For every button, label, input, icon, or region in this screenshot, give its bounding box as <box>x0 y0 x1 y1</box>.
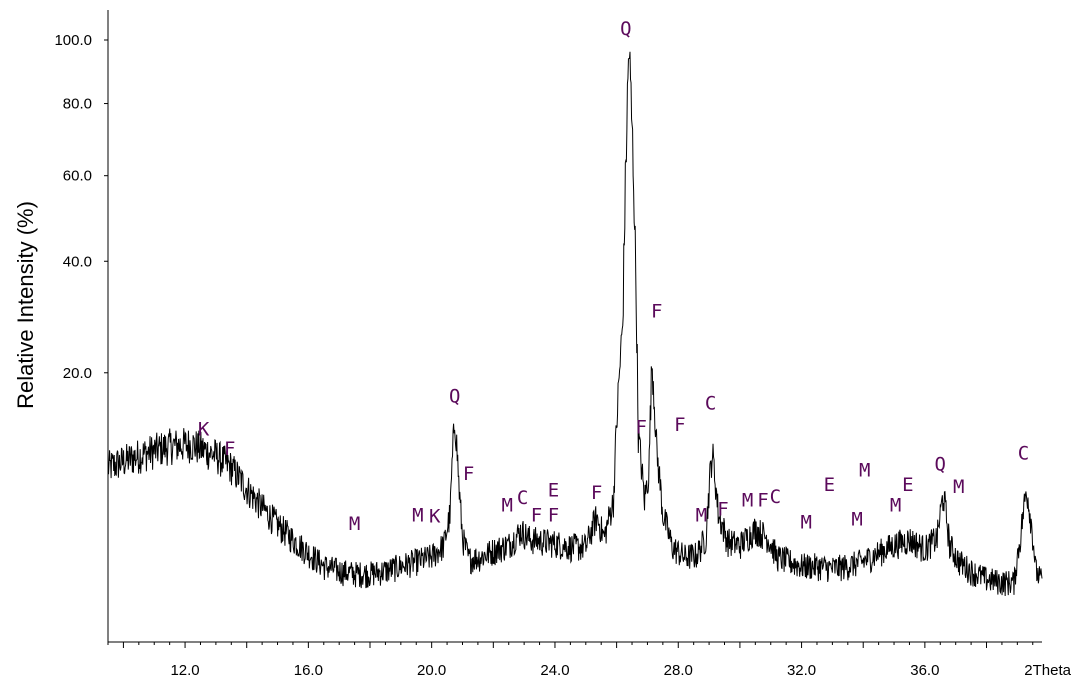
y-tick-label: 100.0 <box>54 32 92 49</box>
x-tick-label: 32.0 <box>787 662 816 679</box>
peak-label: C <box>517 487 528 509</box>
y-tick-label: 40.0 <box>63 253 92 270</box>
peak-label: F <box>674 414 685 436</box>
peak-label: F <box>531 504 542 526</box>
peak-label: M <box>800 512 811 534</box>
peak-label: E <box>548 480 559 502</box>
y-axis-label: Relative Intensity (%) <box>13 201 38 409</box>
y-tick-label: 80.0 <box>63 96 92 113</box>
peak-label: Q <box>935 453 946 475</box>
peak-label: M <box>742 490 753 512</box>
x-tick-label: 36.0 <box>910 662 939 679</box>
y-axis: 20.0 40.0 60.0 80.0 100.0 <box>54 10 109 642</box>
peak-label: F <box>757 490 768 512</box>
x-tick-label: 12.0 <box>170 662 199 679</box>
peak-label: F <box>717 499 728 521</box>
peak-label: M <box>851 509 862 531</box>
x-axis: 12.0 16.0 20.0 24.0 28.0 32.0 36.0 <box>107 641 1042 679</box>
y-tick-label: 60.0 <box>63 168 92 185</box>
peak-label: M <box>696 504 707 526</box>
peak-label: M <box>953 476 964 498</box>
series-layer <box>107 51 1043 596</box>
peak-label: M <box>349 513 360 535</box>
x-tick-label: 24.0 <box>540 662 569 679</box>
peak-label: M <box>859 460 870 482</box>
peak-label: K <box>429 506 441 528</box>
peak-label: E <box>824 474 835 496</box>
peak-label: E <box>902 474 913 496</box>
x-tick-label: 16.0 <box>294 662 323 679</box>
x-axis-label: 2Theta <box>1024 662 1071 679</box>
peak-label: C <box>1018 443 1029 465</box>
peak-label: F <box>591 482 602 504</box>
peak-label: F <box>548 504 559 526</box>
y-tick-label: 20.0 <box>63 365 92 382</box>
peak-label: C <box>770 486 781 508</box>
peak-label: F <box>651 301 662 323</box>
diffraction-line <box>107 51 1043 596</box>
peak-label: M <box>890 495 901 517</box>
peak-label: Q <box>620 18 631 40</box>
peak-label: M <box>501 495 512 517</box>
peak-label: F <box>636 417 647 439</box>
x-tick-label: 20.0 <box>417 662 446 679</box>
peak-label: F <box>463 463 474 485</box>
peak-label: M <box>412 504 423 526</box>
peak-label: K <box>198 418 210 440</box>
x-tick-label: 28.0 <box>664 662 693 679</box>
peak-label: F <box>224 438 235 460</box>
peak-label: Q <box>449 385 460 407</box>
peak-label: C <box>705 393 716 415</box>
